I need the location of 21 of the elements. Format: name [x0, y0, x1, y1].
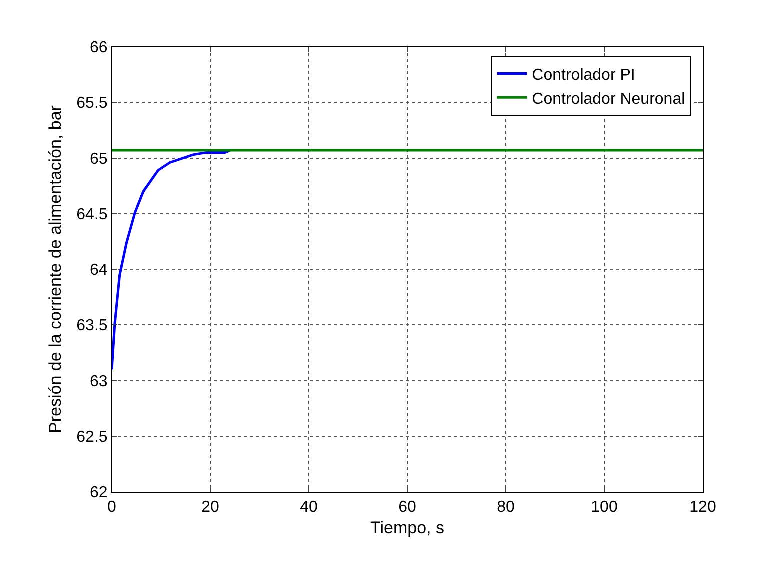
- y-tick-label: 62: [90, 484, 108, 502]
- y-tick-label: 64.5: [76, 206, 108, 224]
- y-tick-label: 63: [90, 373, 108, 390]
- y-tick-label: 62.5: [76, 428, 108, 446]
- x-tick-label: 100: [591, 499, 618, 516]
- y-tick-label: 65.5: [76, 95, 108, 112]
- x-tick-label: 40: [300, 499, 318, 516]
- x-tick-label: 120: [690, 499, 716, 516]
- legend-label: Controlador Neuronal: [532, 90, 686, 108]
- legend-label: Controlador PI: [532, 67, 636, 84]
- line-series: [112, 149, 232, 371]
- x-tick-label: 80: [497, 499, 515, 516]
- y-tick-label: 66: [90, 40, 108, 57]
- x-tick-label: 20: [202, 499, 220, 516]
- x-axis-title: Tiempo, s: [370, 518, 445, 538]
- y-axis-title: Presión de la corriente de alimentación, bar: [46, 105, 66, 434]
- y-tick-label: 63.5: [76, 318, 108, 335]
- y-tick-label: 65: [90, 150, 108, 168]
- x-tick-label: 0: [108, 499, 117, 516]
- y-tick-label: 64: [90, 262, 108, 280]
- x-tick-label: 60: [398, 499, 416, 516]
